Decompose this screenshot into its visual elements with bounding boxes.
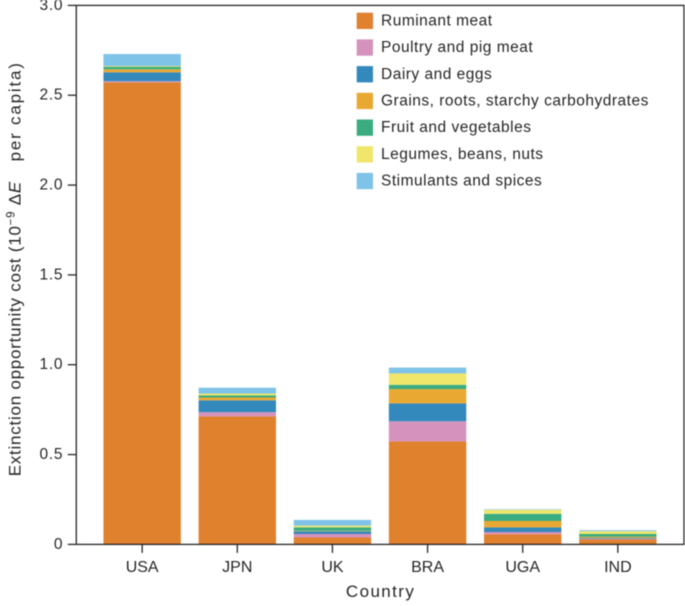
svg-text:1.5: 1.5 [40, 266, 64, 283]
svg-text:Legumes, beans, nuts: Legumes, beans, nuts [381, 146, 544, 163]
svg-text:3.0: 3.0 [40, 0, 64, 14]
svg-text:Poultry and pig meat: Poultry and pig meat [381, 39, 533, 56]
svg-text:Country: Country [346, 582, 415, 601]
svg-text:Extinction opportunity cost (1: Extinction opportunity cost (10−9 ΔE per… [5, 61, 24, 476]
svg-text:BRA: BRA [411, 559, 444, 576]
svg-text:UGA: UGA [505, 559, 540, 576]
svg-text:USA: USA [126, 559, 159, 576]
svg-text:Grains, roots, starchy carbohy: Grains, roots, starchy carbohydrates [381, 92, 649, 109]
svg-text:2.5: 2.5 [40, 87, 64, 104]
svg-text:Stimulants and spices: Stimulants and spices [381, 173, 542, 190]
svg-text:1.0: 1.0 [40, 356, 64, 373]
svg-text:IND: IND [604, 559, 632, 576]
svg-text:Dairy and eggs: Dairy and eggs [381, 66, 492, 83]
svg-text:JPN: JPN [222, 559, 252, 576]
svg-text:Ruminant meat: Ruminant meat [381, 12, 493, 29]
svg-text:Fruit and vegetables: Fruit and vegetables [381, 119, 531, 136]
svg-text:2.0: 2.0 [40, 177, 64, 194]
svg-text:UK: UK [321, 559, 344, 576]
svg-text:0: 0 [54, 536, 63, 553]
svg-text:0.5: 0.5 [40, 446, 64, 463]
